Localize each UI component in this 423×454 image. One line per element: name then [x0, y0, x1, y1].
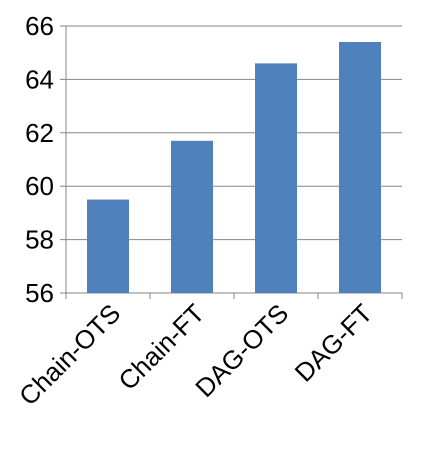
y-tick-label: 60 [25, 171, 54, 201]
x-tick-label: Chain-OTS [13, 298, 126, 411]
x-tick-label: DAG-OTS [189, 298, 294, 403]
y-tick-label: 62 [25, 118, 54, 148]
y-tick-label: 66 [25, 11, 54, 41]
y-tick-label: 56 [25, 278, 54, 308]
bar-chain-ft [171, 140, 213, 293]
y-tick-label: 64 [25, 64, 54, 94]
y-tick-label: 58 [25, 225, 54, 255]
bar-dag-ft [339, 42, 381, 293]
x-tick-label: DAG-FT [289, 298, 379, 388]
bar-chain-ots [87, 199, 129, 293]
bar-dag-ots [255, 63, 297, 293]
